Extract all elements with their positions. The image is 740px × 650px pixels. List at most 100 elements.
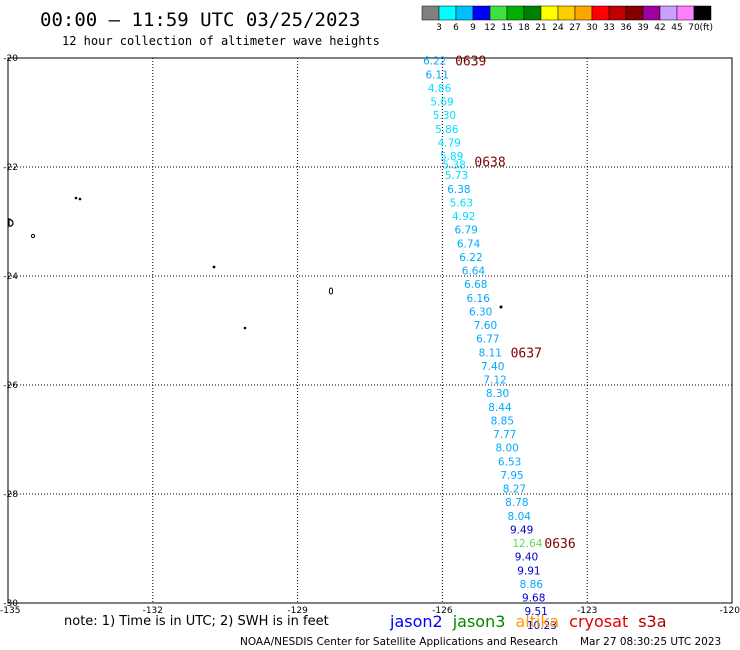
wave-height-value: 7.77 [493,429,516,441]
satellite-legend-s3a: s3a [638,612,666,631]
pass-time-label: 0639 [455,55,486,70]
wave-height-value: 9.49 [510,524,533,536]
footnote: note: 1) Time is in UTC; 2) SWH is in fe… [64,614,329,629]
lat-tick-label: -28 [3,490,18,500]
lat-tick-label: -22 [3,163,18,173]
wave-height-value: 6.68 [464,279,487,291]
colorbar-swatch [591,5,610,21]
colorbar-swatch [676,5,695,21]
lon-tick-label: -123 [577,606,597,616]
colorbar-label: 15 [501,23,512,33]
colorbar-swatch [642,5,661,21]
tick-labels: -20 -22 -24 -26 -28 -30-135 -132 -129 -126 -123 -1… [0,54,740,616]
colorbar-label: 27 [569,23,580,33]
wave-height-value: 4.86 [428,83,452,95]
satellite-legend-jason2: jason2 [389,612,443,631]
wave-height-value: 9.68 [522,593,545,605]
colorbar-label: 21 [535,23,546,33]
wave-height-value: 5.69 [430,97,453,109]
lat-tick-label: -26 [3,381,18,391]
colorbar-swatch [625,5,644,21]
map-frame [7,57,733,604]
lon-tick-label: -132 [143,606,163,616]
satellite-legend-jason3: jason3 [452,612,506,631]
altimeter-track: 6.226.114.865.695.305.864.795.895.385.73… [423,55,576,632]
wave-height-value: 9.51 [524,606,547,618]
colorbar-label: 45 [671,23,682,33]
wave-height-value: 6.30 [469,306,492,318]
colorbar-swatch [489,5,508,21]
lat-lon-grid [8,58,732,603]
wave-height-value: 8.11 [479,347,502,359]
colorbar-label: 18 [518,23,530,33]
wave-height-value: 5.30 [433,110,456,122]
colorbar-label: 36 [620,23,632,33]
wave-height-value: 6.53 [498,456,521,468]
wave-height-value: 7.12 [483,375,506,387]
satellite-legend-altika: altika [515,612,559,631]
colorbar-swatch [557,5,576,21]
lon-tick-label: -120 [720,606,740,616]
wave-height-value: 6.64 [462,266,486,278]
island [74,196,78,200]
map-subtitle: 12 hour collection of altimeter wave hei… [62,34,380,48]
colorbar-swatch [472,5,491,21]
wave-height-value: 8.85 [491,415,514,427]
lat-tick-label: -24 [3,272,18,282]
island [499,305,503,309]
wave-height-value: 6.79 [454,225,477,237]
wave-height-value: 6.16 [467,293,491,305]
wave-height-value: 9.91 [517,565,540,577]
wave-height-value: 10.23 [527,620,557,632]
colorbar-swatch [421,5,440,21]
colorbar-label: 33 [603,23,614,33]
colorbar-swatch [523,5,542,21]
colorbar-label: 6 [453,23,459,33]
wave-height-value: 5.73 [445,170,468,182]
colorbar-swatch [506,5,525,21]
colorbar-swatch [540,5,559,21]
map-title: 00:00 – 11:59 UTC 03/25/2023 [40,9,360,31]
satellite-legend: jason2 jason3 altika cryosat s3a [389,612,667,631]
island [212,265,216,269]
island [78,197,82,201]
wave-height-value: 5.63 [450,197,473,209]
lon-tick-label: -126 [432,606,453,616]
island [243,326,247,330]
wave-height-value: 8.44 [488,402,512,414]
lon-tick-label: -129 [287,606,308,616]
island [30,233,36,239]
wave-height-value: 12.64 [512,538,542,550]
satellite-legend-cryosat: cryosat [569,612,628,631]
colorbar-swatch [693,5,712,21]
wave-height-value: 8.30 [486,388,509,400]
wave-height-value: 5.89 [440,151,463,163]
colorbar-unit: (ft) [699,23,713,33]
colorbar-label: 30 [586,23,598,33]
pass-time-label: 0637 [511,346,542,361]
wave-height-value: 8.00 [495,443,518,455]
credit-line: NOAA/NESDIS Center for Satellite Applica… [240,636,558,648]
wave-height-value: 4.79 [438,137,461,149]
wave-height-value: 4.92 [452,211,475,223]
colorbar-swatch [659,5,678,21]
colorbar-label: 39 [637,23,649,33]
wave-height-value: 9.40 [515,552,538,564]
wave-height-value: 6.22 [423,56,446,68]
islands [8,196,503,330]
colorbar-label: 24 [552,23,564,33]
wave-height-value: 8.86 [520,579,544,591]
colorbar-label: 12 [484,23,495,33]
generation-timestamp: Mar 27 08:30:25 UTC 2023 [580,636,721,648]
wave-height-value: 6.11 [426,69,449,81]
wave-height-value: 8.04 [508,511,532,523]
colorbar-label: 42 [654,23,665,33]
pass-time-label: 0636 [544,537,575,552]
colorbar-label: 3 [436,23,442,33]
wave-height-value: 5.38 [442,159,465,171]
pass-time-label: 0638 [474,156,505,171]
island [328,287,334,295]
lat-tick-label: -30 [3,599,18,609]
wave-height-value: 8.27 [503,484,526,496]
